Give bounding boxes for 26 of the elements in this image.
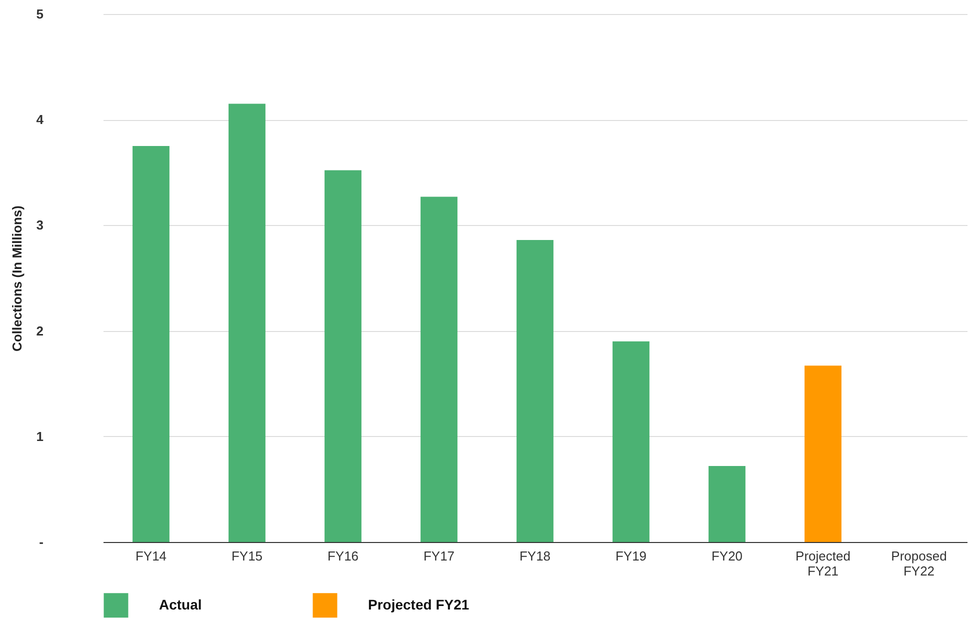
y-tick-label: - [39, 534, 44, 550]
y-tick-label: 4 [36, 112, 44, 128]
legend-label: Actual [159, 596, 202, 612]
bar [804, 366, 842, 542]
bar [708, 466, 746, 542]
x-tick-label: Projected FY21 [796, 548, 850, 578]
x-tick-label: FY16 [327, 548, 359, 564]
bar [324, 170, 362, 542]
y-tick-label: 1 [36, 428, 44, 444]
bar [228, 104, 266, 542]
y-axis-title: Collections (In Millions) [9, 206, 24, 352]
x-tick-label: FY18 [519, 548, 551, 564]
x-tick-label: FY19 [615, 548, 647, 564]
x-tick-label: Proposed FY22 [891, 548, 947, 578]
y-tick-label: 2 [36, 323, 44, 338]
y-tick-label: 5 [36, 6, 44, 22]
y-tick-label: 3 [36, 218, 44, 233]
x-tick-label: FY20 [711, 548, 743, 564]
bar [516, 240, 554, 542]
bar [132, 146, 170, 542]
bar [420, 196, 458, 542]
x-tick-label: FY15 [231, 548, 263, 564]
x-tick-label: FY17 [423, 548, 455, 564]
x-tick-label: FY14 [135, 548, 167, 564]
bar [612, 341, 650, 542]
legend-label: Projected FY21 [368, 596, 470, 612]
